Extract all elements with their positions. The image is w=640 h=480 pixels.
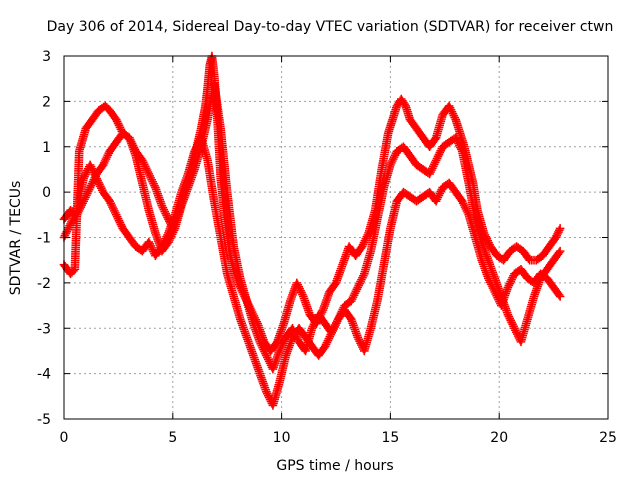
x-tick-label: 25 bbox=[599, 430, 617, 446]
series-track-lower bbox=[59, 133, 565, 410]
data-point bbox=[555, 246, 565, 256]
y-tick-label: -1 bbox=[37, 231, 51, 247]
y-axis-label: SDTVAR / TECUs bbox=[8, 181, 24, 296]
data-point bbox=[524, 254, 533, 263]
chart-title: Day 306 of 2014, Sidereal Day-to-day VTE… bbox=[47, 19, 614, 35]
y-tick-label: -2 bbox=[37, 276, 51, 292]
y-tick-label: -4 bbox=[37, 367, 51, 383]
data-point bbox=[554, 248, 564, 257]
series-track-upper bbox=[59, 51, 565, 356]
data-point bbox=[554, 290, 564, 300]
x-axis: 0 5 10 15 20 25 bbox=[60, 56, 617, 446]
grid-lines bbox=[64, 56, 608, 419]
y-tick-label: 2 bbox=[42, 94, 51, 110]
data-points bbox=[59, 51, 565, 410]
x-tick-label: 15 bbox=[381, 430, 399, 446]
x-tick-label: 0 bbox=[60, 430, 69, 446]
x-axis-label: GPS time / hours bbox=[276, 458, 393, 474]
x-tick-label: 10 bbox=[273, 430, 291, 446]
series-track-middle bbox=[59, 78, 565, 374]
data-point bbox=[555, 292, 565, 301]
y-axis: -5 -4 -3 -2 -1 0 1 2 3 bbox=[37, 49, 608, 428]
y-tick-label: -5 bbox=[37, 412, 51, 428]
y-tick-label: 3 bbox=[42, 49, 51, 65]
y-tick-label: 0 bbox=[42, 185, 51, 201]
data-point bbox=[69, 266, 78, 276]
y-tick-label: 1 bbox=[42, 140, 51, 156]
x-tick-label: 20 bbox=[490, 430, 508, 446]
x-tick-label: 5 bbox=[168, 430, 177, 446]
y-tick-label: -3 bbox=[37, 321, 51, 337]
data-point bbox=[555, 224, 565, 233]
